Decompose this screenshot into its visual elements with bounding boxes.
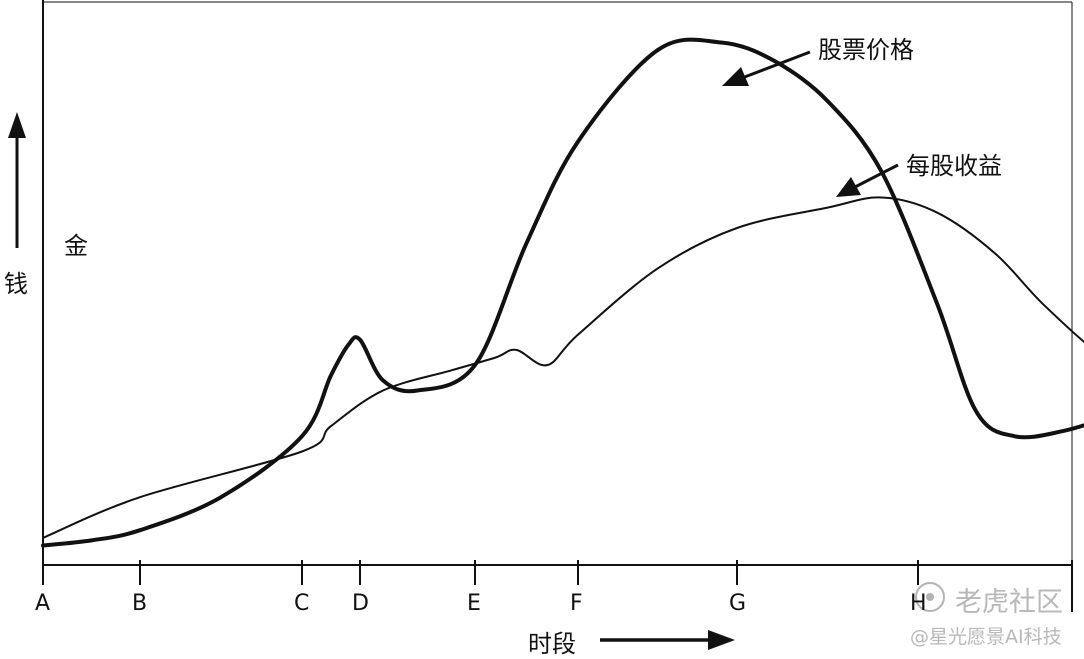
stock-price-label: 股票价格 (818, 36, 914, 64)
x-arrow-head (708, 630, 735, 650)
x-axis-label: 时段 (528, 630, 576, 658)
watermark-subtitle: @星光愿景AI科技 (910, 626, 1062, 648)
watermark-logo-dot (926, 593, 934, 601)
x-tick-label-G: G (729, 591, 747, 616)
x-tick-label-B: B (132, 591, 148, 616)
axes (42, 0, 1073, 566)
series-layer (41, 37, 1084, 548)
price-annotation-arrow (722, 50, 811, 86)
eps-label: 每股收益 (906, 152, 1002, 180)
x-tick-label-E: E (467, 591, 481, 616)
eps-arrow-shaft (854, 163, 899, 189)
watermark-logo-circle (915, 582, 945, 612)
y-axis-label: 钱 (4, 270, 28, 298)
stock-price-line (41, 37, 1084, 548)
x-ticks (42, 560, 1073, 612)
eps-annotation-arrow (836, 163, 899, 197)
x-arrow (600, 630, 735, 650)
x-tick-label-F: F (570, 591, 583, 616)
price-arrow-shaft (741, 50, 811, 80)
x-tick-label-H: H (910, 591, 927, 616)
eps-arrow-head (836, 177, 861, 197)
x-tick-label-A: A (35, 591, 51, 616)
watermark-title: 老虎社区 (955, 587, 1063, 618)
side-label: 金 (64, 232, 88, 260)
x-tick-label-D: D (352, 591, 369, 616)
y-arrow (8, 112, 26, 248)
price-arrow-head (722, 67, 749, 86)
watermark-logo-icon (915, 582, 945, 612)
y-arrow-head (8, 112, 26, 138)
x-tick-label-C: C (294, 591, 310, 616)
eps-line (42, 196, 1084, 539)
